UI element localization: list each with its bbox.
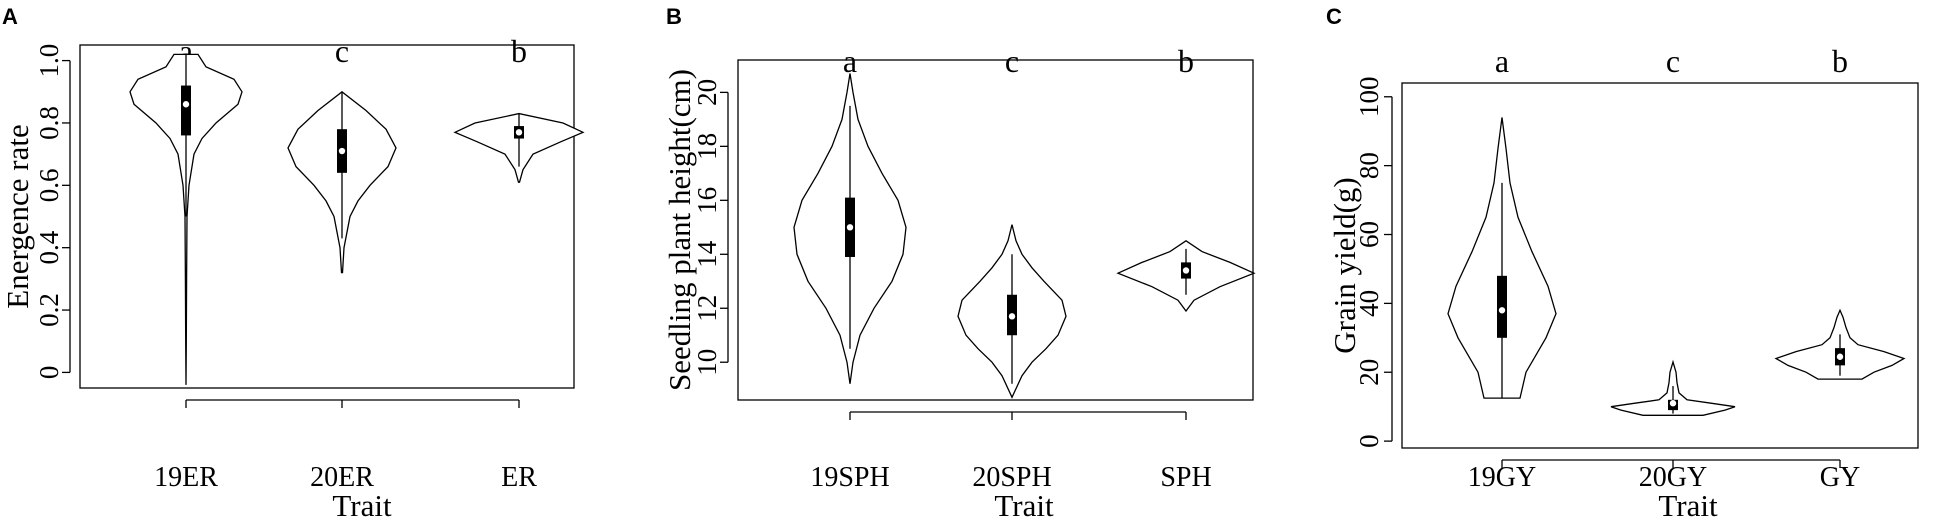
violin-19er bbox=[129, 53, 243, 385]
y-axis-title: Energence rate bbox=[0, 124, 35, 308]
panel-c: C 0 20 40 60 80 100 Grain yield(g) 19GY a 20GY c GY b… bbox=[1326, 4, 1919, 523]
violin-iqr-box bbox=[1497, 275, 1507, 338]
x-category-label: GY bbox=[1820, 462, 1860, 493]
y-tick-label: 0.8 bbox=[34, 106, 64, 140]
significance-letter: a bbox=[1495, 43, 1509, 79]
x-axis-title: Trait bbox=[1658, 488, 1718, 523]
x-category-label: 19SPH bbox=[810, 462, 889, 493]
violin-iqr-box bbox=[181, 85, 191, 136]
violin-gy bbox=[1774, 308, 1906, 380]
x-axis-title: Trait bbox=[332, 488, 392, 523]
y-tick-label: 0 bbox=[34, 366, 64, 380]
y-tick-label: 80 bbox=[1354, 152, 1384, 179]
violin-median-point bbox=[515, 129, 523, 136]
violin-median-point bbox=[182, 101, 190, 108]
violin-sph bbox=[1116, 240, 1256, 313]
violin-19gy bbox=[1447, 117, 1557, 399]
violin-median-point bbox=[1836, 353, 1844, 360]
plot-frame bbox=[79, 44, 575, 389]
violin-20sph bbox=[957, 224, 1067, 399]
x-category-label: 20ER bbox=[310, 462, 374, 493]
y-tick-label: 10 bbox=[692, 349, 722, 376]
y-axis-title: Grain yield(g) bbox=[1327, 177, 1362, 353]
violin-median-point bbox=[1498, 307, 1506, 314]
x-category-label: 19GY bbox=[1468, 462, 1536, 493]
significance-letter: b bbox=[511, 33, 527, 69]
violin-19sph bbox=[793, 73, 907, 384]
y-tick-label: 60 bbox=[1354, 221, 1384, 248]
significance-letter: c bbox=[335, 33, 349, 69]
x-category-label: 20SPH bbox=[972, 462, 1051, 493]
plot-frame bbox=[737, 59, 1254, 401]
panel-letter: A bbox=[2, 4, 18, 29]
violin-median-point bbox=[1182, 267, 1190, 274]
y-tick-label: 14 bbox=[692, 240, 722, 267]
panel-letter: C bbox=[1326, 4, 1342, 29]
y-tick-label: 0.2 bbox=[34, 293, 64, 327]
y-tick-label: 0 bbox=[1354, 434, 1384, 448]
y-tick-label: 40 bbox=[1354, 290, 1384, 317]
y-tick-label: 16 bbox=[692, 187, 722, 214]
significance-letter: b bbox=[1178, 43, 1194, 79]
violin-20gy bbox=[1610, 359, 1736, 416]
violin-median-point bbox=[846, 224, 854, 231]
violin-20er bbox=[287, 90, 397, 274]
panel-letter: B bbox=[666, 4, 682, 29]
x-axis-title: Trait bbox=[994, 488, 1054, 523]
violin-median-point bbox=[1008, 313, 1016, 320]
y-tick-label: 0.4 bbox=[34, 230, 64, 264]
significance-letter: c bbox=[1005, 43, 1019, 79]
x-category-label: ER bbox=[501, 462, 537, 493]
significance-letter: b bbox=[1832, 43, 1848, 79]
violin-er bbox=[453, 112, 585, 183]
y-tick-label: 20 bbox=[1354, 359, 1384, 386]
y-tick-label: 20 bbox=[692, 79, 722, 106]
x-category-label: 20GY bbox=[1639, 462, 1707, 493]
plot-frame bbox=[1401, 82, 1919, 449]
y-tick-label: 100 bbox=[1354, 77, 1384, 118]
y-tick-label: 0.6 bbox=[34, 168, 64, 202]
x-category-label: SPH bbox=[1160, 462, 1211, 493]
y-tick-label: 12 bbox=[692, 295, 722, 322]
y-axis-title: Seedling plant height(cm) bbox=[662, 69, 697, 391]
x-category-label: 19ER bbox=[154, 462, 218, 493]
significance-letter: a bbox=[843, 43, 857, 79]
violin-median-point bbox=[338, 147, 346, 155]
y-tick-label: 18 bbox=[692, 133, 722, 160]
violin-median-point bbox=[1669, 400, 1677, 407]
significance-letter: c bbox=[1666, 43, 1680, 79]
y-tick-label: 1.0 bbox=[34, 44, 64, 78]
